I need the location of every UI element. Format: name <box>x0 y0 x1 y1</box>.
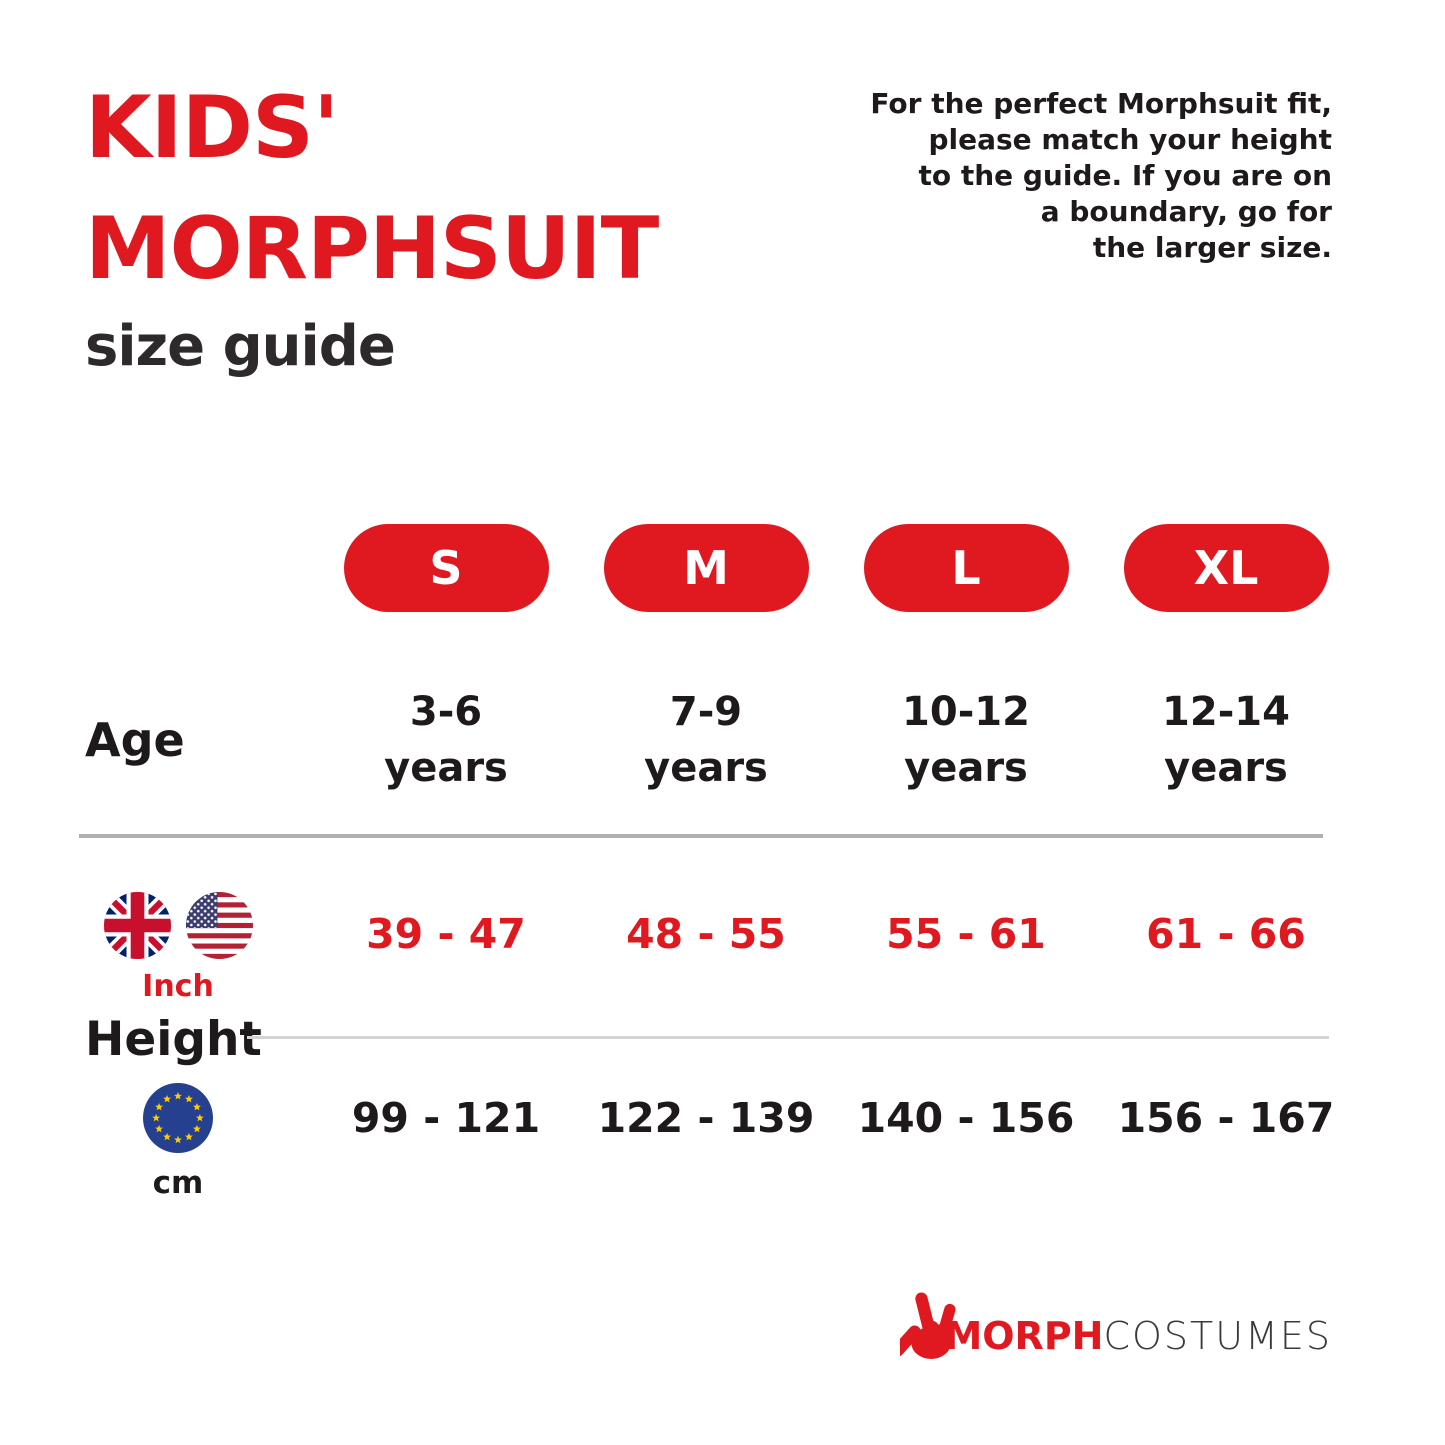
cm-value-xl: 156 - 167 <box>1117 1094 1335 1142</box>
inch-unit-label: Inch <box>142 969 214 1004</box>
cm-unit-block: cm <box>85 1083 316 1201</box>
inch-value-s: 39 - 47 <box>366 910 526 958</box>
title-line-2: MORPHSUIT <box>85 199 659 299</box>
us-flag-icon <box>185 892 253 959</box>
size-pill-xl: XL <box>1123 524 1329 612</box>
size-pill-label: L <box>951 541 981 595</box>
fit-note: For the perfect Morphsuit fit, please ma… <box>832 86 1332 266</box>
inch-value-xl: 61 - 66 <box>1146 910 1306 958</box>
age-value-l: 10-12 years <box>836 684 1096 796</box>
age-row: Age 3-6 years 7-9 years 10-12 years 12-1… <box>85 684 1356 796</box>
page-title: KIDS' MORPHSUIT <box>85 68 659 310</box>
size-pill-s: S <box>343 524 549 612</box>
fit-note-line: For the perfect Morphsuit fit, <box>870 87 1332 120</box>
brand-morph-text: MORPH <box>944 1314 1104 1358</box>
size-pill-label: M <box>683 541 729 595</box>
inch-flags <box>103 892 253 959</box>
title-block: KIDS' MORPHSUIT size guide <box>85 68 659 380</box>
page-subtitle: size guide <box>85 314 396 379</box>
age-unit: years <box>904 745 1028 791</box>
age-unit: years <box>1164 745 1288 791</box>
height-inch-row: Inch 39 - 47 48 - 55 55 - 61 61 - 66 <box>85 892 1356 1004</box>
size-pill-l: L <box>863 524 1069 612</box>
age-value-m: 7-9 years <box>576 684 836 796</box>
fit-note-line: to the guide. If you are on <box>918 159 1332 192</box>
rock-hand-icon <box>900 1292 956 1359</box>
age-range: 10-12 <box>902 689 1030 735</box>
brand-costumes-text: COSTUMES <box>1103 1314 1332 1358</box>
size-pill-m: M <box>603 524 809 612</box>
age-label: Age <box>85 713 185 767</box>
age-range: 7-9 <box>669 689 743 735</box>
cm-unit-label: cm <box>152 1165 204 1201</box>
age-range: 3-6 <box>409 689 483 735</box>
height-cm-row: cm 99 - 121 122 - 139 140 - 156 156 - 16… <box>85 1083 1356 1201</box>
age-unit: years <box>644 745 768 791</box>
fit-note-line: a boundary, go for <box>1040 195 1332 228</box>
age-value-s: 3-6 years <box>316 684 576 796</box>
divider-line-middle <box>247 1036 1329 1039</box>
cm-value-l: 140 - 156 <box>857 1094 1075 1142</box>
cm-value-m: 122 - 139 <box>597 1094 815 1142</box>
divider-line-top <box>79 834 1323 838</box>
inch-unit-block: Inch <box>85 892 316 1004</box>
age-value-xl: 12-14 years <box>1096 684 1356 796</box>
age-unit: years <box>384 745 508 791</box>
size-pills-row: S M L XL <box>85 524 1356 612</box>
age-range: 12-14 <box>1162 689 1290 735</box>
eu-flag-icon <box>143 1083 213 1153</box>
uk-flag-icon <box>103 892 171 959</box>
height-label: Height <box>85 1012 262 1067</box>
brand-logo: MORPH COSTUMES <box>900 1292 1332 1360</box>
size-pill-label: XL <box>1193 541 1259 595</box>
fit-note-line: please match your height <box>928 123 1332 156</box>
fit-note-line: the larger size. <box>1092 231 1332 264</box>
size-pill-label: S <box>429 541 463 595</box>
inch-value-m: 48 - 55 <box>626 910 786 958</box>
cm-value-s: 99 - 121 <box>351 1094 541 1142</box>
title-line-1: KIDS' <box>85 78 339 178</box>
inch-value-l: 55 - 61 <box>886 910 1046 958</box>
